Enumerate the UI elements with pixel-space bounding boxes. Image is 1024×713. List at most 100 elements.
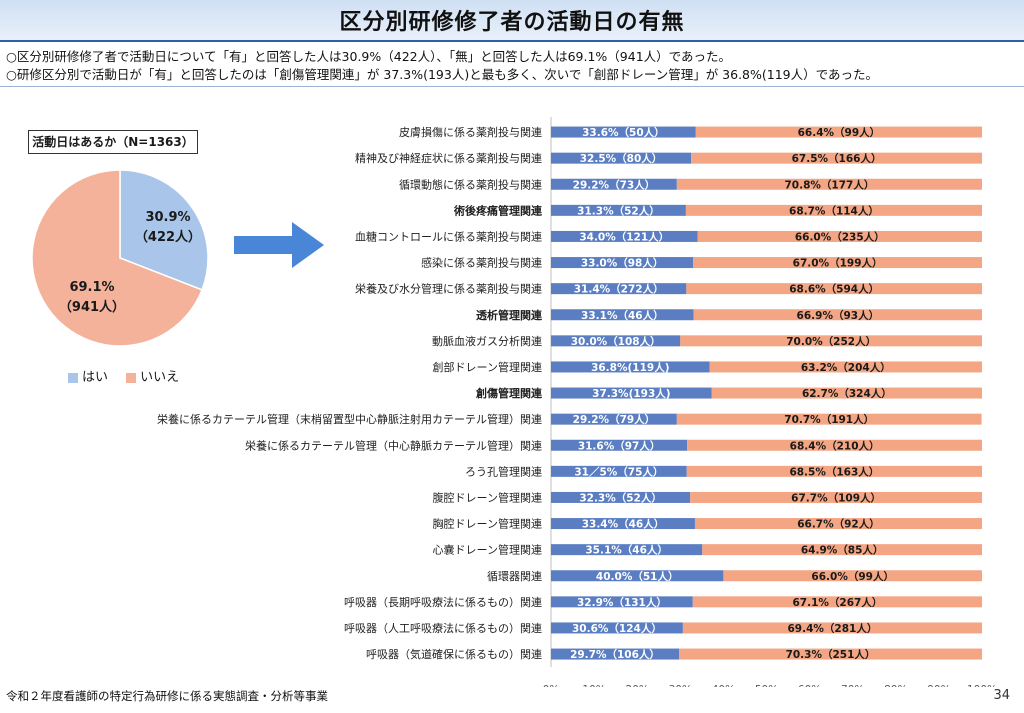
bar-yes-label: 32.9%（131人）: [577, 596, 667, 609]
bar-yes-label: 35.1%（46人）: [585, 544, 668, 557]
pie-chart: [31, 169, 209, 347]
category-label: 呼吸器（人工呼吸療法に係るもの）関連: [344, 621, 542, 635]
legend-swatch-no: [126, 372, 137, 383]
bar-no-label: 68.5%（163人）: [789, 465, 879, 478]
right-arrow-icon: [234, 222, 324, 268]
bar-no: [723, 570, 982, 582]
category-label: 創部ドレーン管理関連: [433, 360, 542, 374]
bar-yes: [551, 361, 710, 373]
bar-yes-label: 33.6%（50人）: [582, 126, 665, 139]
category-label: 胸腔ドレーン管理関連: [433, 517, 542, 531]
pie-label-no: 69.1% （941人）: [52, 278, 132, 318]
legend-label-yes: はい: [82, 370, 109, 385]
bar-no: [693, 257, 982, 269]
bar-yes-label: 31.6%（97人）: [578, 439, 661, 452]
bar-no: [697, 230, 982, 242]
bar-yes: [551, 230, 698, 242]
bar-no-label: 67.5%（166人）: [792, 152, 882, 165]
x-tick-label: 100%: [967, 684, 997, 687]
bar-no: [692, 596, 982, 608]
bar-yes-label: 33.1%（46人）: [581, 309, 664, 322]
bar-yes-label: 33.4%（46人）: [582, 518, 665, 531]
pie-label-yes-pct: 30.9%: [145, 210, 191, 225]
category-label: 循環動態に係る薬剤投与関連: [399, 177, 542, 191]
bar-no-label: 68.6%（594人）: [789, 283, 879, 296]
bar-yes-label: 34.0%（121人）: [579, 230, 669, 243]
page-title: 区分別研修修了者の活動日の有無: [339, 10, 685, 35]
bar-no: [686, 283, 982, 295]
pie-label-yes: 30.9% （422人）: [128, 208, 208, 248]
bar-no-label: 66.7%（92人）: [797, 518, 880, 531]
bar-no: [695, 126, 982, 138]
x-tick-label: 20%: [626, 684, 649, 687]
bar-yes-label: 29.2%（73人）: [573, 178, 656, 191]
bar-yes: [551, 126, 696, 138]
bar-no: [686, 465, 982, 477]
bar-yes-label: 31／5%（75人）: [574, 465, 663, 478]
bar-no: [676, 178, 982, 190]
bar-yes: [551, 518, 695, 530]
bar-yes: [551, 622, 683, 634]
title-underline: [0, 40, 1024, 42]
bar-yes: [551, 648, 680, 660]
bar-yes: [551, 413, 677, 425]
bar-no: [676, 413, 982, 425]
bar-no: [691, 152, 982, 164]
category-label: 呼吸器（気道確保に係るもの）関連: [366, 647, 542, 661]
bar-yes: [551, 152, 692, 164]
bar-yes: [551, 335, 681, 347]
x-tick-label: 70%: [841, 684, 864, 687]
pie-chart-title: 活動日はあるか（N=1363）: [28, 130, 198, 154]
bar-no-label: 66.0%（99人）: [811, 570, 894, 583]
bar-no-label: 70.0%（252人）: [786, 335, 876, 348]
pie-label-no-pct: 69.1%: [69, 280, 115, 295]
bar-yes: [551, 570, 724, 582]
bar-yes: [551, 491, 691, 503]
pie-slice-yes: [119, 169, 209, 291]
bar-no: [702, 544, 982, 556]
title-bar: [0, 0, 1024, 40]
bar-no-label: 64.9%（85人）: [801, 544, 884, 557]
category-label: 感染に係る薬剤投与関連: [421, 256, 542, 270]
bar-no-label: 63.2%（204人）: [801, 361, 891, 374]
bar-yes-label: 29.2%（79人）: [573, 413, 656, 426]
bar-yes-label: 32.3%（52人）: [579, 491, 662, 504]
summary-divider: [0, 86, 1024, 87]
x-tick-label: 80%: [884, 684, 907, 687]
bar-no-label: 68.7%（114人）: [789, 204, 879, 217]
bar-yes: [551, 439, 688, 451]
bar-no-label: 70.8%（177人）: [784, 178, 874, 191]
bar-yes: [551, 596, 693, 608]
legend-swatch-yes: [68, 372, 78, 383]
bar-no-label: 70.7%（191人）: [784, 413, 874, 426]
bar-no-label: 67.7%（109人）: [791, 491, 881, 504]
bar-yes-label: 33.0%（98人）: [581, 257, 664, 270]
bar-yes-label: 29.7%（106人）: [570, 648, 660, 661]
bar-yes-label: 31.4%（272人）: [574, 283, 664, 296]
category-label: 皮膚損傷に係る薬剤投与関連: [399, 125, 542, 139]
bar-no-label: 62.7%（324人）: [802, 387, 892, 400]
x-tick-label: 0%: [543, 684, 560, 687]
pie-legend: はい いいえ: [68, 366, 179, 385]
legend-label-no: いいえ: [140, 370, 180, 385]
bar-no: [682, 622, 982, 634]
category-label: ろう孔管理関連: [465, 464, 542, 478]
bar-yes-label: 30.6%（124人）: [572, 622, 662, 635]
stacked-bar-chart: 皮膚損傷に係る薬剤投与関連 33.6%（50人） 66.4%（99人） 精神及び神経症…: [157, 117, 997, 687]
x-tick-label: 30%: [669, 684, 692, 687]
category-label: 創傷管理関連: [475, 386, 543, 400]
x-tick-label: 60%: [798, 684, 821, 687]
pie-label-yes-count: （422人）: [134, 230, 202, 245]
bar-no-label: 68.4%（210人）: [790, 439, 880, 452]
category-label: 血糖コントロールに係る薬剤投与関連: [355, 229, 542, 243]
x-tick-label: 50%: [755, 684, 778, 687]
bar-no-label: 67.1%（267人）: [792, 596, 882, 609]
category-label: 循環器関連: [487, 569, 542, 583]
bar-no-label: 69.4%（281人）: [788, 622, 878, 635]
bar-yes-label: 40.0%（51人）: [596, 570, 679, 583]
bar-no: [711, 387, 982, 399]
bar-no: [685, 204, 982, 216]
bar-yes-label: 37.3%(193人): [592, 387, 670, 400]
category-label: 心嚢ドレーン管理関連: [433, 543, 542, 557]
bar-no: [693, 309, 982, 321]
